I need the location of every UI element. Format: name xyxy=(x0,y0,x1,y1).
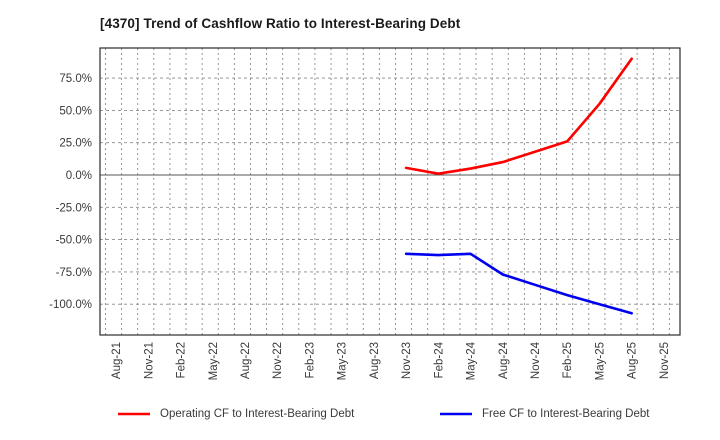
legend-item-label: Free CF to Interest-Bearing Debt xyxy=(482,408,650,420)
x-axis-tick-label: Nov-22 xyxy=(272,342,284,379)
y-axis-tick-label: 50.0% xyxy=(59,105,92,117)
x-axis-tick-labels: Aug-21 Nov-21 Feb-22 May-22 Aug-22 Nov-22 Feb-… xyxy=(111,341,671,380)
plot-area-border xyxy=(99,47,681,336)
x-axis-tick-label: May-24 xyxy=(466,341,478,380)
x-axis-tick-label: May-22 xyxy=(208,342,220,380)
x-axis-tick-label: Feb-22 xyxy=(176,342,188,378)
y-axis-tick-labels: 75.0% 50.0% 25.0% 0.0% -25.0% -50.0% -75.0% -10… xyxy=(49,73,92,311)
horizontal-gridlines xyxy=(100,77,680,305)
page-title: [4370] Trend of Cashflow Ratio to Intere… xyxy=(100,16,461,31)
x-axis-tick-label: Nov-23 xyxy=(401,342,413,379)
series-line xyxy=(404,252,633,315)
x-axis-tick-label: Nov-25 xyxy=(659,342,671,379)
x-axis-tick-label: Aug-23 xyxy=(369,342,381,379)
y-axis-tick-label: -25.0% xyxy=(56,202,92,214)
legend-item-label: Operating CF to Interest-Bearing Debt xyxy=(160,408,355,420)
x-axis-tick-label: May-25 xyxy=(594,342,606,380)
y-axis-tick-label: 75.0% xyxy=(59,73,92,85)
x-axis-tick-label: Feb-25 xyxy=(562,342,574,378)
y-axis-tick-label: -75.0% xyxy=(56,267,92,279)
vertical-gridlines xyxy=(105,48,670,335)
y-axis-tick-label: -100.0% xyxy=(49,299,92,311)
x-axis-tick-label: Feb-23 xyxy=(304,342,316,378)
x-axis-tick-label: Aug-21 xyxy=(111,342,123,379)
x-axis-tick-label: Aug-24 xyxy=(498,341,510,379)
x-axis-tick-label: May-23 xyxy=(337,342,349,380)
y-axis-tick-label: -50.0% xyxy=(56,235,92,247)
series-line xyxy=(404,57,633,176)
y-axis-tick-label: 0.0% xyxy=(66,170,92,182)
x-axis-tick-label: Nov-24 xyxy=(530,341,542,379)
data-series-group xyxy=(404,57,633,315)
x-axis-tick-label: Aug-22 xyxy=(240,342,252,379)
x-axis-tick-label: Nov-21 xyxy=(143,342,155,379)
y-axis-tick-label: 25.0% xyxy=(59,138,92,150)
chart-legend: Operating CF to Interest-Bearing Debt Fre… xyxy=(118,408,650,420)
x-axis-tick-label: Aug-25 xyxy=(627,342,639,379)
x-axis-tick-label: Feb-24 xyxy=(433,341,445,378)
